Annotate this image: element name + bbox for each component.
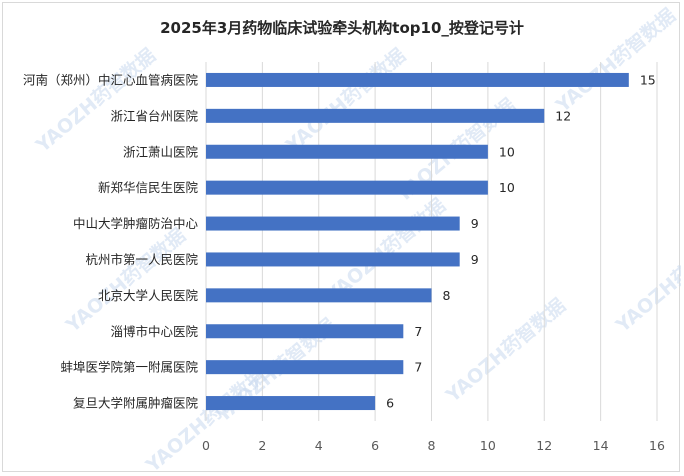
watermark-text: YAOZH药智数据 [551, 4, 680, 118]
category-label: 复旦大学附属肿瘤医院 [73, 396, 199, 411]
data-label: 6 [386, 396, 394, 411]
data-label: 10 [499, 180, 515, 195]
watermark-text: YAOZH药智数据 [441, 294, 570, 408]
bar [206, 108, 545, 123]
bar [206, 324, 404, 339]
bar [206, 360, 404, 375]
category-label: 北京大学人民医院 [98, 288, 199, 303]
x-tick-label: 16 [649, 438, 665, 453]
data-label: 7 [414, 324, 422, 339]
watermark-text: YAOZH药智数据 [281, 44, 410, 158]
category-label: 河南（郑州）中汇心血管病医院 [23, 72, 199, 87]
category-label: 新郑华信民生医院 [98, 180, 199, 195]
chart-title: 2025年3月药物临床试验牵头机构top10_按登记号计 [160, 19, 524, 37]
x-tick-label: 14 [593, 438, 609, 453]
data-label: 8 [443, 288, 451, 303]
bar [206, 288, 432, 303]
data-label: 10 [499, 144, 515, 159]
watermark-text: YAOZH药智数据 [611, 224, 681, 338]
x-tick-label: 4 [315, 438, 323, 453]
x-tick-label: 0 [202, 438, 210, 453]
category-label: 蚌埠医学院第一附属医院 [60, 360, 198, 375]
category-label: 淄博市中心医院 [110, 324, 198, 339]
watermark-text: YAOZH药智数据 [31, 44, 160, 158]
data-label: 9 [471, 252, 479, 267]
category-label: 浙江省台州医院 [110, 108, 198, 123]
bar-chart: YAOZH药智数据 YAOZH药智数据 YAOZH药智数据 YAOZH药智数据 YAOZ… [23, 4, 681, 473]
bar [206, 144, 488, 159]
bar [206, 72, 629, 87]
bars [206, 72, 629, 411]
category-label: 浙江萧山医院 [123, 144, 199, 159]
category-label: 杭州市第一人民医院 [85, 252, 198, 267]
labels: 0 2 4 6 8 10 12 14 16 河南（郑州）中汇心血管病医院 15 浙江省台州医院 12 浙江… [23, 72, 665, 453]
data-label: 15 [640, 72, 656, 87]
x-tick-label: 8 [428, 438, 436, 453]
watermark-text: YAOZH药智数据 [61, 224, 190, 338]
data-label: 9 [471, 216, 479, 231]
bar [206, 252, 460, 267]
bar [206, 180, 488, 195]
bar [206, 396, 376, 411]
data-label: 12 [555, 108, 571, 123]
x-tick-label: 12 [536, 438, 552, 453]
data-label: 7 [414, 360, 422, 375]
x-tick-label: 10 [480, 438, 496, 453]
x-tick-label: 6 [371, 438, 379, 453]
category-label: 中山大学肿瘤防治中心 [73, 216, 199, 231]
bar [206, 216, 460, 231]
x-tick-label: 2 [258, 438, 266, 453]
